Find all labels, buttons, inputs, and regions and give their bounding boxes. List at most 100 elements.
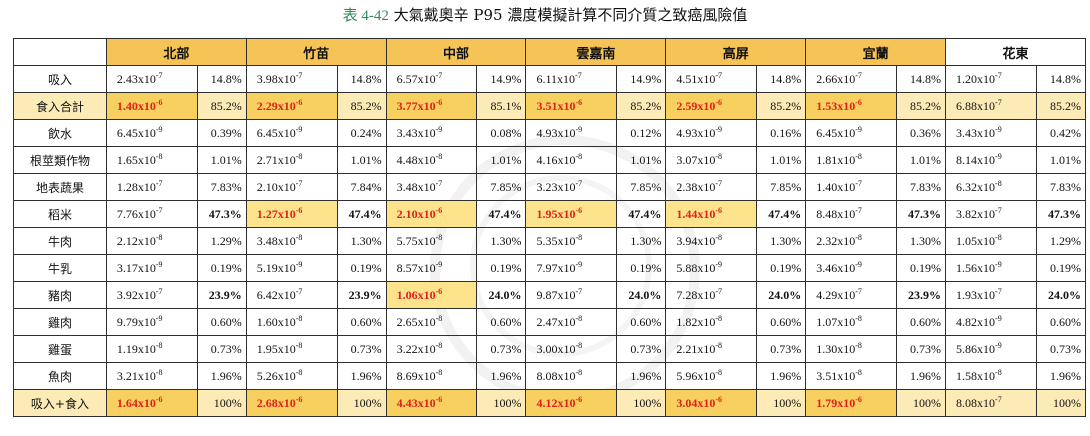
percent-cell: 47.3%	[896, 200, 947, 228]
table-body: 吸入 2.43x10-7 14.8% 3.98x10-7 14.8% 6.57x10-7 1…	[13, 65, 1087, 417]
percent-cell: 0.16%	[756, 119, 807, 147]
risk-mantissa: 4.51x10	[676, 72, 716, 86]
risk-value-cell: 4.93x10-9	[525, 119, 618, 147]
risk-exponent: -7	[995, 287, 1002, 296]
risk-mantissa: 6.42x10	[256, 288, 296, 302]
risk-exponent: -7	[575, 287, 583, 296]
risk-exponent: -7	[575, 179, 583, 188]
caption-title: 大氣戴奧辛 P95 濃度模擬計算不同介質之致癌風險值	[393, 6, 748, 24]
risk-exponent: -8	[995, 233, 1002, 242]
risk-exponent: -7	[295, 179, 303, 188]
region-header: 竹苗	[245, 38, 387, 66]
table-row: 吸入+食入 1.64x10-6 100% 2.68x10-6 100% 4.43x10-6…	[13, 389, 1087, 417]
risk-exponent: -8	[435, 341, 443, 350]
risk-exponent: -8	[295, 314, 303, 323]
risk-exponent: -7	[155, 71, 163, 80]
percent-cell: 100%	[896, 389, 947, 417]
risk-mantissa: 6.45x10	[816, 126, 856, 140]
risk-value-cell: 4.82x10-9	[945, 308, 1037, 336]
risk-value-cell: 4.16x10-8	[525, 146, 618, 174]
row-label: 根莖類作物	[13, 146, 107, 174]
risk-mantissa: 8.14x10	[956, 153, 996, 167]
risk-value-cell: 3.23x10-7	[525, 173, 618, 201]
risk-value-cell: 1.06x10-6	[385, 281, 478, 309]
percent-cell: 0.73%	[336, 335, 387, 363]
risk-exponent: -7	[855, 71, 862, 80]
risk-exponent: -7	[295, 71, 303, 80]
risk-value-cell: 8.57x10-9	[385, 254, 478, 282]
risk-exponent: -8	[855, 152, 862, 161]
risk-value-cell: 3.21x10-8	[105, 362, 198, 390]
risk-exponent: -8	[295, 233, 303, 242]
risk-mantissa: 1.79x10	[816, 396, 856, 410]
percent-cell: 7.85%	[616, 173, 667, 201]
risk-exponent: -9	[995, 125, 1002, 134]
risk-value-cell: 1.27x10-6	[245, 200, 338, 228]
risk-exponent: -6	[435, 395, 443, 404]
percent-cell: 0.19%	[756, 254, 807, 282]
risk-mantissa: 2.71x10	[256, 153, 296, 167]
risk-mantissa: 3.94x10	[676, 234, 716, 248]
risk-exponent: -8	[715, 233, 722, 242]
percent-cell: 7.85%	[476, 173, 527, 201]
risk-value-cell: 1.56x10-9	[945, 254, 1037, 282]
risk-value-cell: 3.51x10-8	[805, 362, 898, 390]
risk-value-cell: 1.79x10-6	[805, 389, 898, 417]
risk-value-cell: 1.19x10-8	[105, 335, 198, 363]
risk-mantissa: 1.58x10	[956, 369, 996, 383]
percent-cell: 0.60%	[196, 308, 247, 336]
risk-exponent: -6	[575, 98, 583, 107]
risk-exponent: -6	[295, 98, 303, 107]
risk-mantissa: 1.40x10	[816, 180, 856, 194]
risk-mantissa: 1.20x10	[956, 72, 996, 86]
risk-mantissa: 7.97x10	[536, 261, 576, 275]
risk-mantissa: 3.04x10	[676, 396, 716, 410]
risk-value-cell: 7.97x10-9	[525, 254, 618, 282]
risk-mantissa: 1.27x10	[256, 207, 296, 221]
percent-cell: 85.1%	[476, 92, 527, 120]
risk-exponent: -7	[155, 179, 163, 188]
row-label: 飲水	[13, 119, 107, 147]
risk-mantissa: 4.29x10	[816, 288, 856, 302]
row-label: 雞蛋	[13, 335, 107, 363]
risk-exponent: -9	[155, 260, 163, 269]
risk-value-cell: 4.93x10-9	[665, 119, 758, 147]
risk-mantissa: 3.46x10	[816, 261, 856, 275]
region-header: 宜蘭	[805, 38, 947, 66]
risk-exponent: -6	[295, 206, 303, 215]
risk-exponent: -6	[295, 395, 303, 404]
risk-mantissa: 8.69x10	[396, 369, 436, 383]
percent-cell: 0.60%	[896, 308, 947, 336]
percent-cell: 0.73%	[1035, 335, 1087, 363]
risk-value-cell: 5.88x10-9	[665, 254, 758, 282]
risk-value-cell: 3.43x10-9	[385, 119, 478, 147]
percent-cell: 0.73%	[896, 335, 947, 363]
risk-value-cell: 2.59x10-6	[665, 92, 758, 120]
risk-exponent: -7	[155, 206, 163, 215]
percent-cell: 14.9%	[616, 65, 667, 93]
risk-value-cell: 2.47x10-8	[525, 308, 618, 336]
table-row: 飲水 6.45x10-9 0.39% 6.45x10-9 0.24% 3.43x10-9 0…	[13, 119, 1087, 147]
risk-exponent: -7	[995, 206, 1002, 215]
risk-value-cell: 5.96x10-8	[665, 362, 758, 390]
risk-value-cell: 8.08x10-8	[525, 362, 618, 390]
risk-mantissa: 3.51x10	[536, 99, 576, 113]
percent-cell: 0.19%	[1035, 254, 1087, 282]
risk-value-cell: 9.79x10-9	[105, 308, 198, 336]
risk-exponent: -8	[715, 368, 722, 377]
risk-value-cell: 1.82x10-8	[665, 308, 758, 336]
risk-exponent: -9	[855, 125, 862, 134]
risk-exponent: -8	[855, 368, 862, 377]
percent-cell: 85.2%	[616, 92, 667, 120]
risk-value-cell: 3.22x10-8	[385, 335, 478, 363]
percent-cell: 0.19%	[616, 254, 667, 282]
percent-cell: 7.83%	[896, 173, 947, 201]
percent-cell: 0.24%	[336, 119, 387, 147]
risk-exponent: -6	[715, 395, 722, 404]
risk-mantissa: 3.48x10	[256, 234, 296, 248]
risk-value-cell: 1.81x10-8	[805, 146, 898, 174]
risk-value-cell: 8.48x10-7	[805, 200, 898, 228]
region-header: 北部	[105, 38, 247, 66]
risk-mantissa: 1.64x10	[116, 396, 156, 410]
risk-mantissa: 2.59x10	[676, 99, 716, 113]
